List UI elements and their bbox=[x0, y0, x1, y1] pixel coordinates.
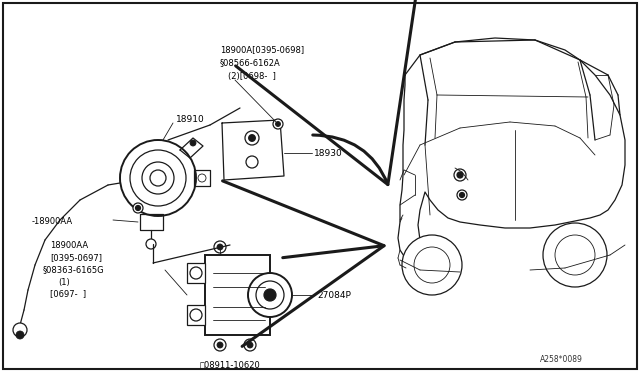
Circle shape bbox=[457, 190, 467, 200]
Text: ⓝ08911-10620: ⓝ08911-10620 bbox=[200, 360, 260, 369]
Circle shape bbox=[198, 174, 206, 182]
Circle shape bbox=[190, 267, 202, 279]
Text: (2)[0698-  ]: (2)[0698- ] bbox=[228, 71, 276, 80]
Circle shape bbox=[244, 339, 256, 351]
Circle shape bbox=[248, 273, 292, 317]
Text: 18900A[0395-0698]: 18900A[0395-0698] bbox=[220, 45, 304, 55]
Circle shape bbox=[190, 140, 196, 146]
Circle shape bbox=[543, 223, 607, 287]
Circle shape bbox=[214, 241, 226, 253]
Circle shape bbox=[133, 203, 143, 213]
Circle shape bbox=[120, 140, 196, 216]
Circle shape bbox=[190, 309, 202, 321]
Circle shape bbox=[142, 162, 174, 194]
Circle shape bbox=[217, 342, 223, 348]
Text: -18900AA: -18900AA bbox=[32, 218, 73, 227]
Circle shape bbox=[16, 331, 24, 339]
Text: [0697-  ]: [0697- ] bbox=[50, 289, 86, 298]
Circle shape bbox=[217, 244, 223, 250]
Text: 27084P: 27084P bbox=[317, 291, 351, 299]
Circle shape bbox=[555, 235, 595, 275]
Circle shape bbox=[136, 205, 141, 211]
Circle shape bbox=[246, 156, 258, 168]
Circle shape bbox=[256, 281, 284, 309]
Circle shape bbox=[457, 172, 463, 178]
Circle shape bbox=[454, 169, 466, 181]
Circle shape bbox=[264, 289, 276, 301]
Bar bbox=[187, 305, 205, 325]
Text: 18930: 18930 bbox=[314, 148, 343, 157]
Circle shape bbox=[245, 131, 259, 145]
Circle shape bbox=[247, 342, 253, 348]
Text: §08566-6162A: §08566-6162A bbox=[220, 58, 281, 67]
Circle shape bbox=[414, 247, 450, 283]
Circle shape bbox=[275, 122, 280, 126]
Circle shape bbox=[13, 323, 27, 337]
Circle shape bbox=[130, 150, 186, 206]
Circle shape bbox=[402, 235, 462, 295]
Bar bbox=[205, 255, 270, 335]
Circle shape bbox=[146, 239, 156, 249]
Circle shape bbox=[248, 135, 255, 141]
Text: (1): (1) bbox=[58, 278, 70, 286]
Circle shape bbox=[273, 119, 283, 129]
Circle shape bbox=[150, 170, 166, 186]
Text: [0395-0697]: [0395-0697] bbox=[50, 253, 102, 263]
Bar bbox=[187, 263, 205, 283]
Text: 18910: 18910 bbox=[176, 115, 205, 125]
Circle shape bbox=[214, 339, 226, 351]
Text: §08363-6165G: §08363-6165G bbox=[43, 266, 104, 275]
Circle shape bbox=[460, 192, 465, 198]
Text: A258*0089: A258*0089 bbox=[540, 356, 583, 365]
Text: 18900AA: 18900AA bbox=[50, 241, 88, 250]
